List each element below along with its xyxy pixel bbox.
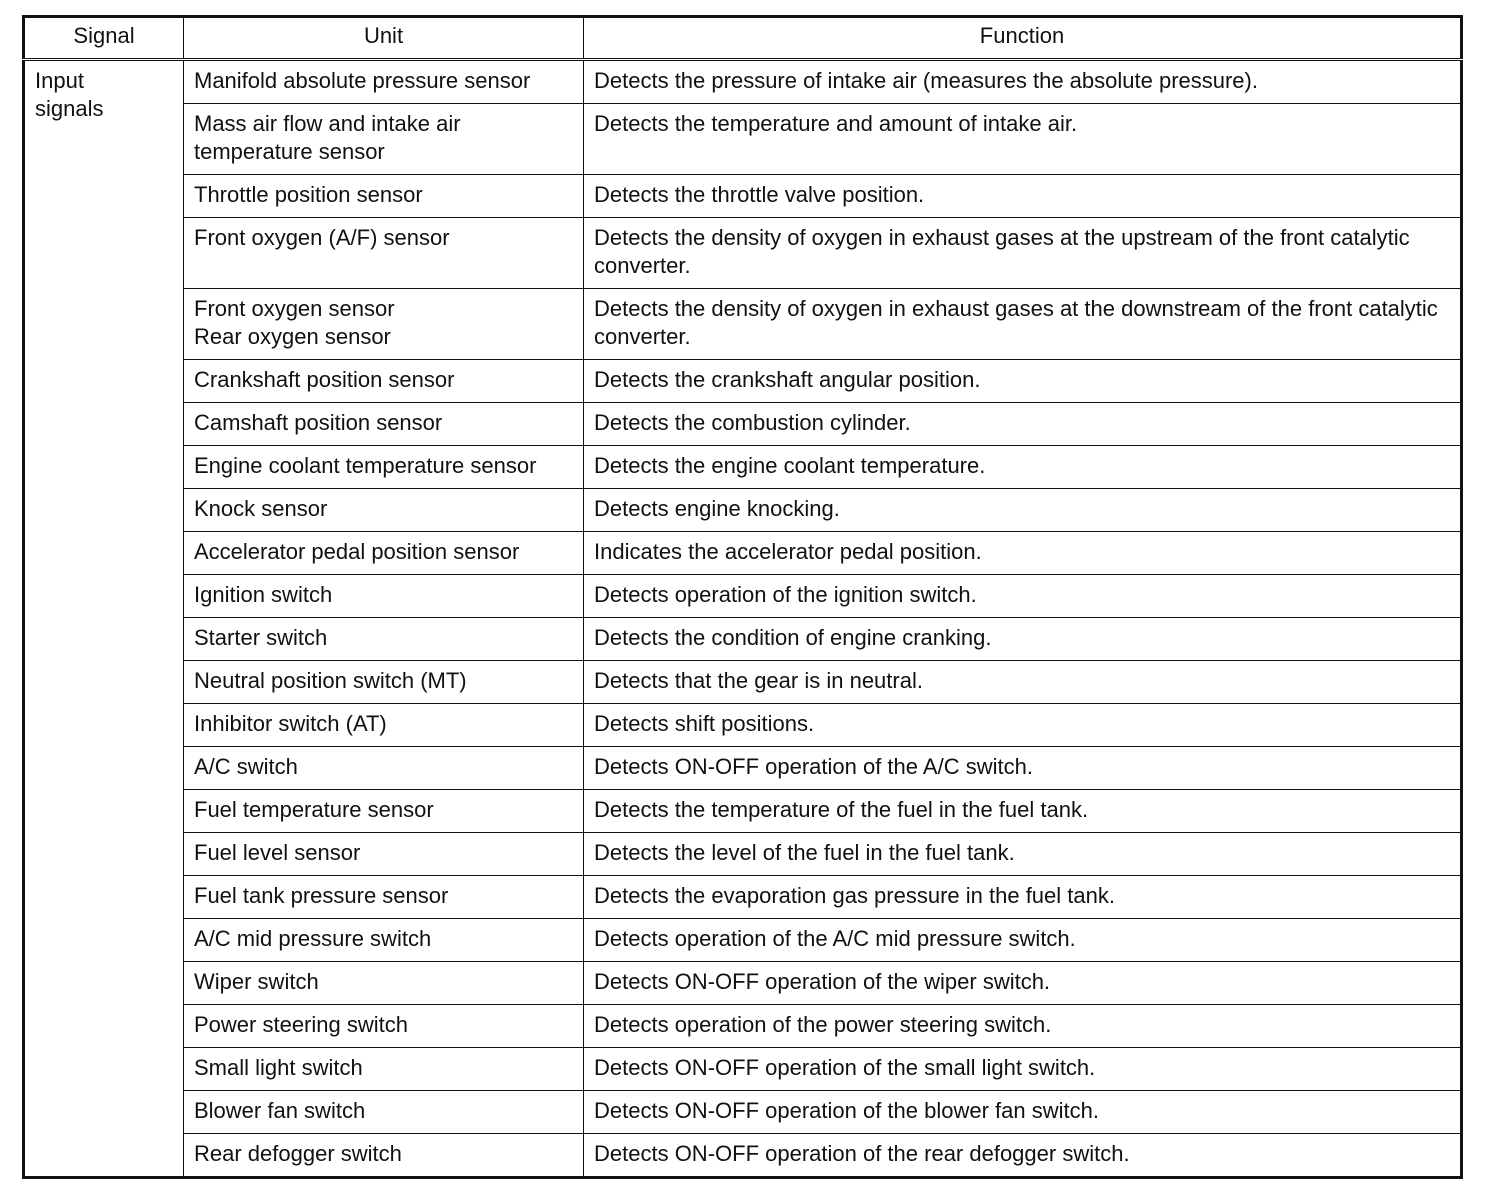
function-cell: Detects the density of oxygen in exhaust… (583, 288, 1462, 360)
function-cell: Detects ON-OFF operation of the wiper sw… (583, 961, 1462, 1005)
function-cell: Detects the level of the fuel in the fue… (583, 832, 1462, 876)
table-row: Accelerator pedal position sensor Indicat… (24, 531, 1462, 575)
unit-cell: A/C mid pressure switch (183, 918, 584, 962)
table-row: Front oxygen (A/F) sensor Detects the den… (24, 217, 1462, 289)
unit-cell: Power steering switch (183, 1004, 584, 1048)
function-cell: Detects ON-OFF operation of the rear def… (583, 1133, 1462, 1178)
table-row: Wiper switch Detects ON-OFF operation of … (24, 961, 1462, 1005)
table-row: Starter switch Detects the condition of e… (24, 617, 1462, 661)
unit-cell: Neutral position switch (MT) (183, 660, 584, 704)
table-row: Fuel temperature sensor Detects the tempe… (24, 789, 1462, 833)
table-row: Camshaft position sensor Detects the comb… (24, 402, 1462, 446)
unit-cell: Small light switch (183, 1047, 584, 1091)
unit-cell: Inhibitor switch (AT) (183, 703, 584, 747)
table-row: Power steering switch Detects operation o… (24, 1004, 1462, 1048)
function-cell: Detects the throttle valve position. (583, 174, 1462, 218)
function-cell: Detects ON-OFF operation of the A/C swit… (583, 746, 1462, 790)
unit-cell: Fuel tank pressure sensor (183, 875, 584, 919)
header-cell: Unit (183, 16, 584, 61)
table-row: Ignition switch Detects operation of the … (24, 574, 1462, 618)
function-cell: Detects engine knocking. (583, 488, 1462, 532)
signal-cell: Input signals (23, 59, 184, 1178)
function-cell: Detects the pressure of intake air (meas… (583, 59, 1462, 104)
unit-cell: Fuel level sensor (183, 832, 584, 876)
function-cell: Detects operation of the A/C mid pressur… (583, 918, 1462, 962)
function-cell: Indicates the accelerator pedal position… (583, 531, 1462, 575)
unit-cell: Ignition switch (183, 574, 584, 618)
table-row: Crankshaft position sensor Detects the cr… (24, 359, 1462, 403)
header-cell: Signal (23, 16, 184, 61)
function-cell: Detects shift positions. (583, 703, 1462, 747)
unit-cell: Fuel temperature sensor (183, 789, 584, 833)
unit-cell: A/C switch (183, 746, 584, 790)
header-row: Signal Unit Function (23, 16, 1462, 61)
function-cell: Detects the temperature of the fuel in t… (583, 789, 1462, 833)
table-row: Throttle position sensor Detects the thro… (24, 174, 1462, 218)
header-cell: Function (583, 16, 1462, 61)
table-row: Small light switch Detects ON-OFF operati… (24, 1047, 1462, 1091)
unit-cell: Camshaft position sensor (183, 402, 584, 446)
unit-cell: Wiper switch (183, 961, 584, 1005)
function-cell: Detects the crankshaft angular position. (583, 359, 1462, 403)
unit-cell: Mass air flow and intake air temperature… (183, 103, 584, 175)
function-cell: Detects the temperature and amount of in… (583, 103, 1462, 175)
table-row: Fuel tank pressure sensor Detects the eva… (24, 875, 1462, 919)
function-cell: Detects ON-OFF operation of the blower f… (583, 1090, 1462, 1134)
signal-table: Signal Unit Function Input signals Manifo… (22, 15, 1463, 1179)
unit-cell: Front oxygen sensor Rear oxygen sensor (183, 288, 584, 360)
unit-cell: Starter switch (183, 617, 584, 661)
unit-cell: Blower fan switch (183, 1090, 584, 1134)
function-cell: Detects the density of oxygen in exhaust… (583, 217, 1462, 289)
function-cell: Detects the condition of engine cranking… (583, 617, 1462, 661)
function-cell: Detects operation of the power steering … (583, 1004, 1462, 1048)
table-body: Input signals Manifold absolute pressure … (23, 59, 1462, 1178)
function-cell: Detects the combustion cylinder. (583, 402, 1462, 446)
table-row: A/C switch Detects ON-OFF operation of th… (24, 746, 1462, 790)
unit-cell: Rear defogger switch (183, 1133, 584, 1178)
function-cell: Detects operation of the ignition switch… (583, 574, 1462, 618)
table-row: Neutral position switch (MT) Detects that… (24, 660, 1462, 704)
unit-cell: Throttle position sensor (183, 174, 584, 218)
function-cell: Detects ON-OFF operation of the small li… (583, 1047, 1462, 1091)
table-row: Knock sensor Detects engine knocking. (24, 488, 1462, 532)
function-cell: Detects the evaporation gas pressure in … (583, 875, 1462, 919)
table-row: Inhibitor switch (AT) Detects shift posit… (24, 703, 1462, 747)
unit-cell: Knock sensor (183, 488, 584, 532)
unit-cell: Accelerator pedal position sensor (183, 531, 584, 575)
unit-cell: Manifold absolute pressure sensor (183, 59, 584, 104)
function-cell: Detects that the gear is in neutral. (583, 660, 1462, 704)
unit-cell: Crankshaft position sensor (183, 359, 584, 403)
table-row: Input signals Manifold absolute pressure … (23, 59, 1462, 1178)
table-row: Fuel level sensor Detects the level of th… (24, 832, 1462, 876)
unit-cell: Engine coolant temperature sensor (183, 445, 584, 489)
table-row: Front oxygen sensor Rear oxygen sensor De… (24, 288, 1462, 360)
table-row: Rear defogger switch Detects ON-OFF opera… (24, 1133, 1462, 1178)
table-row: Blower fan switch Detects ON-OFF operatio… (24, 1090, 1462, 1134)
function-cell: Detects the engine coolant temperature. (583, 445, 1462, 489)
unit-cell: Front oxygen (A/F) sensor (183, 217, 584, 289)
table-row: Engine coolant temperature sensor Detects… (24, 445, 1462, 489)
table-row: Mass air flow and intake air temperature… (24, 103, 1462, 175)
table-row: A/C mid pressure switch Detects operation… (24, 918, 1462, 962)
